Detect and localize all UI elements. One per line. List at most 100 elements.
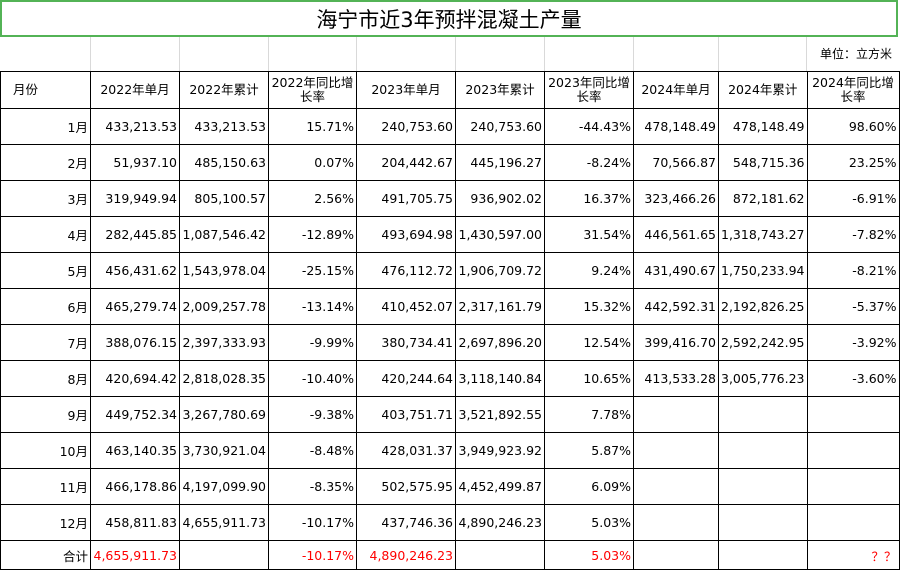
- data-cell[interactable]: 3,730,921.04: [179, 432, 269, 469]
- data-cell[interactable]: 240,753.60: [356, 108, 456, 145]
- data-cell[interactable]: 446,561.65: [633, 216, 719, 253]
- month-cell[interactable]: 2月: [0, 144, 91, 181]
- data-cell[interactable]: [806, 468, 900, 505]
- total-cell[interactable]: 4,655,911.73: [90, 540, 180, 570]
- data-cell[interactable]: 98.60%: [806, 108, 900, 145]
- data-cell[interactable]: -10.40%: [268, 360, 357, 397]
- month-cell[interactable]: 1月: [0, 108, 91, 145]
- month-cell[interactable]: 5月: [0, 252, 91, 289]
- header-cell[interactable]: 2024年单月: [633, 71, 719, 109]
- data-cell[interactable]: 476,112.72: [356, 252, 456, 289]
- total-label-cell[interactable]: 合计: [0, 540, 91, 570]
- sheet-title[interactable]: 海宁市近3年预拌混凝土产量: [0, 0, 898, 37]
- data-cell[interactable]: 478,148.49: [633, 108, 719, 145]
- data-cell[interactable]: -8.35%: [268, 468, 357, 505]
- data-cell[interactable]: 431,490.67: [633, 252, 719, 289]
- data-cell[interactable]: 51,937.10: [90, 144, 180, 181]
- data-cell[interactable]: 204,442.67: [356, 144, 456, 181]
- data-cell[interactable]: 380,734.41: [356, 324, 456, 361]
- data-cell[interactable]: 3,118,140.84: [455, 360, 545, 397]
- data-cell[interactable]: -13.14%: [268, 288, 357, 325]
- month-cell[interactable]: 10月: [0, 432, 91, 469]
- data-cell[interactable]: 410,452.07: [356, 288, 456, 325]
- header-cell[interactable]: 2024年同比增长率: [806, 71, 900, 109]
- month-cell[interactable]: 6月: [0, 288, 91, 325]
- data-cell[interactable]: 420,244.64: [356, 360, 456, 397]
- total-cell[interactable]: [633, 540, 719, 570]
- header-cell[interactable]: 2024年累计: [718, 71, 808, 109]
- data-cell[interactable]: -8.24%: [544, 144, 634, 181]
- data-cell[interactable]: 3,949,923.92: [455, 432, 545, 469]
- data-cell[interactable]: -9.99%: [268, 324, 357, 361]
- data-cell[interactable]: [633, 504, 719, 541]
- data-cell[interactable]: 485,150.63: [179, 144, 269, 181]
- data-cell[interactable]: 1,750,233.94: [718, 252, 808, 289]
- month-cell[interactable]: 12月: [0, 504, 91, 541]
- data-cell[interactable]: -44.43%: [544, 108, 634, 145]
- data-cell[interactable]: 240,753.60: [455, 108, 545, 145]
- header-cell[interactable]: 2022年单月: [90, 71, 180, 109]
- data-cell[interactable]: 2,697,896.20: [455, 324, 545, 361]
- data-cell[interactable]: 5.87%: [544, 432, 634, 469]
- data-cell[interactable]: 465,279.74: [90, 288, 180, 325]
- data-cell[interactable]: 2,397,333.93: [179, 324, 269, 361]
- data-cell[interactable]: 319,949.94: [90, 180, 180, 217]
- header-cell[interactable]: 2023年同比增长率: [544, 71, 634, 109]
- data-cell[interactable]: 1,318,743.27: [718, 216, 808, 253]
- data-cell[interactable]: 10.65%: [544, 360, 634, 397]
- data-cell[interactable]: 466,178.86: [90, 468, 180, 505]
- data-cell[interactable]: [718, 468, 808, 505]
- data-cell[interactable]: -8.48%: [268, 432, 357, 469]
- data-cell[interactable]: 323,466.26: [633, 180, 719, 217]
- data-cell[interactable]: -3.92%: [806, 324, 900, 361]
- data-cell[interactable]: [806, 432, 900, 469]
- data-cell[interactable]: 70,566.87: [633, 144, 719, 181]
- data-cell[interactable]: -25.15%: [268, 252, 357, 289]
- data-cell[interactable]: 1,430,597.00: [455, 216, 545, 253]
- data-cell[interactable]: 282,445.85: [90, 216, 180, 253]
- data-cell[interactable]: 805,100.57: [179, 180, 269, 217]
- data-cell[interactable]: 428,031.37: [356, 432, 456, 469]
- data-cell[interactable]: 478,148.49: [718, 108, 808, 145]
- data-cell[interactable]: -5.37%: [806, 288, 900, 325]
- data-cell[interactable]: -10.17%: [268, 504, 357, 541]
- month-cell[interactable]: 4月: [0, 216, 91, 253]
- header-cell[interactable]: 2022年累计: [179, 71, 269, 109]
- data-cell[interactable]: 399,416.70: [633, 324, 719, 361]
- data-cell[interactable]: 5.03%: [544, 504, 634, 541]
- data-cell[interactable]: 433,213.53: [179, 108, 269, 145]
- data-cell[interactable]: 403,751.71: [356, 396, 456, 433]
- data-cell[interactable]: 433,213.53: [90, 108, 180, 145]
- total-cell[interactable]: ？？: [806, 540, 900, 570]
- total-cell[interactable]: 5.03%: [544, 540, 634, 570]
- data-cell[interactable]: 9.24%: [544, 252, 634, 289]
- data-cell[interactable]: 445,196.27: [455, 144, 545, 181]
- data-cell[interactable]: 449,752.34: [90, 396, 180, 433]
- data-cell[interactable]: [718, 504, 808, 541]
- header-cell[interactable]: 2022年同比增长率: [268, 71, 357, 109]
- data-cell[interactable]: 2,592,242.95: [718, 324, 808, 361]
- data-cell[interactable]: 7.78%: [544, 396, 634, 433]
- data-cell[interactable]: 493,694.98: [356, 216, 456, 253]
- data-cell[interactable]: 2,818,028.35: [179, 360, 269, 397]
- data-cell[interactable]: 491,705.75: [356, 180, 456, 217]
- data-cell[interactable]: 0.07%: [268, 144, 357, 181]
- data-cell[interactable]: 936,902.02: [455, 180, 545, 217]
- data-cell[interactable]: [718, 396, 808, 433]
- data-cell[interactable]: 458,811.83: [90, 504, 180, 541]
- data-cell[interactable]: 388,076.15: [90, 324, 180, 361]
- data-cell[interactable]: 4,452,499.87: [455, 468, 545, 505]
- data-cell[interactable]: [806, 504, 900, 541]
- data-cell[interactable]: 16.37%: [544, 180, 634, 217]
- data-cell[interactable]: 437,746.36: [356, 504, 456, 541]
- header-cell[interactable]: 2023年累计: [455, 71, 545, 109]
- data-cell[interactable]: [633, 432, 719, 469]
- data-cell[interactable]: 420,694.42: [90, 360, 180, 397]
- unit-label[interactable]: 单位：立方米: [819, 47, 892, 61]
- data-cell[interactable]: 15.32%: [544, 288, 634, 325]
- data-cell[interactable]: 502,575.95: [356, 468, 456, 505]
- total-cell[interactable]: -10.17%: [268, 540, 357, 570]
- header-cell[interactable]: 2023年单月: [356, 71, 456, 109]
- month-cell[interactable]: 3月: [0, 180, 91, 217]
- data-cell[interactable]: 456,431.62: [90, 252, 180, 289]
